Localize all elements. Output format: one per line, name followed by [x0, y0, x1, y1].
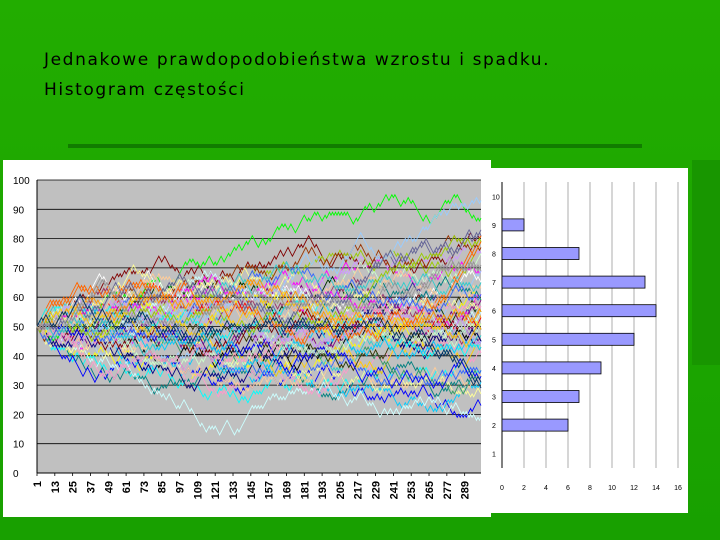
y-tick-label: 80	[13, 235, 25, 246]
y-tick-label: 100	[13, 176, 30, 187]
histogram-bar	[501, 304, 657, 318]
y-tick-label: 50	[13, 323, 25, 334]
walk-series-line	[36, 260, 482, 346]
y-tick-label: 60	[13, 293, 25, 304]
x-tick-label: 25	[68, 481, 80, 493]
decorative-shadow	[692, 160, 720, 365]
x-tick-label: 10	[608, 485, 616, 492]
y-tick-label: 30	[13, 381, 25, 392]
walk-series-line	[36, 293, 482, 384]
line-chart-panel: 0 10 20 30 40 50 60 70 80 90 100 1 13 25 37 49 61 73 85 97 1…	[3, 160, 491, 517]
x-tick-label: 85	[157, 481, 169, 493]
x-tick-label: 12	[630, 485, 638, 492]
walk-series-line	[36, 234, 482, 343]
x-tick-label: 6	[566, 485, 570, 492]
x-tick-label: 181	[299, 481, 311, 499]
x-tick-label: 277	[442, 481, 454, 499]
bar-chart-panel: 0 2 4 6 8 10 12 14 16 1 2 3 4 5 6 7 8 9 10	[488, 168, 688, 513]
y-tick-label: 70	[13, 264, 25, 275]
x-tick-label: 16	[674, 485, 682, 492]
y-tick-label: 1	[492, 452, 496, 459]
x-tick-label: 289	[460, 481, 472, 499]
decorative-bar	[68, 144, 642, 148]
walk-series-line	[36, 260, 482, 343]
y-tick-label: 2	[492, 423, 496, 430]
y-tick-label: 10	[492, 194, 500, 201]
y-tick-label: 20	[13, 410, 25, 421]
x-tick-label: 241	[388, 481, 400, 499]
x-tick-label: 14	[652, 485, 660, 492]
slide-title-line-2: Histogram częstości	[44, 80, 246, 100]
y-tick-label: 6	[492, 309, 496, 316]
walk-series-line	[36, 293, 482, 381]
x-tick-label: 4	[544, 485, 548, 492]
slide-title-line-1: Jednakowe prawdopodobieństwa wzrostu i s…	[44, 50, 551, 70]
y-tick-label: 10	[13, 440, 25, 451]
x-tick-label: 205	[335, 481, 347, 499]
x-tick-label: 61	[121, 481, 133, 493]
histogram-bar	[501, 390, 580, 403]
x-tick-label: 169	[281, 481, 293, 499]
histogram-bar	[501, 418, 569, 432]
x-tick-label: 265	[424, 481, 436, 499]
y-tick-label: 9	[492, 223, 496, 230]
walk-series-line	[36, 325, 482, 436]
x-tick-label: 109	[192, 481, 204, 499]
walk-series-line	[36, 322, 482, 401]
x-tick-label: 73	[139, 481, 151, 493]
x-tick-label: 121	[210, 481, 222, 499]
x-tick-label: 217	[353, 481, 365, 499]
x-tick-label: 229	[371, 481, 383, 499]
y-tick-label: 3	[492, 395, 496, 402]
y-tick-label: 40	[13, 352, 25, 363]
y-tick-label: 90	[13, 205, 25, 216]
x-tick-label: 193	[317, 481, 329, 499]
y-tick-label: 4	[492, 366, 496, 373]
x-tick-label: 1	[32, 481, 44, 487]
x-tick-label: 253	[406, 481, 418, 499]
histogram-bar	[501, 218, 525, 232]
walk-series-line	[36, 266, 482, 334]
x-tick-label: 133	[228, 481, 240, 499]
y-tick-label: 8	[492, 252, 496, 259]
x-tick-label: 145	[246, 481, 258, 499]
line-chart: 0 10 20 30 40 50 60 70 80 90 100 1 13 25 37 49 61 73 85 97 1…	[13, 176, 482, 499]
x-tick-label: 2	[522, 485, 526, 492]
x-tick-label: 49	[103, 481, 115, 493]
y-tick-label: 0	[13, 469, 19, 480]
walk-series-line	[36, 196, 482, 340]
y-tick-label: 7	[492, 280, 496, 287]
x-tick-label: 157	[264, 481, 276, 499]
x-tick-label: 37	[85, 481, 97, 493]
x-tick-label: 97	[175, 481, 187, 493]
x-tick-label: 13	[50, 481, 62, 493]
histogram-bar	[501, 275, 646, 289]
histogram-bar	[501, 361, 602, 375]
y-tick-label: 5	[492, 337, 496, 344]
x-tick-label: 8	[588, 485, 592, 492]
histogram-bar	[501, 332, 635, 346]
walk-series-line	[36, 293, 482, 349]
x-tick-label: 0	[500, 485, 504, 492]
histogram-bar	[501, 247, 580, 260]
